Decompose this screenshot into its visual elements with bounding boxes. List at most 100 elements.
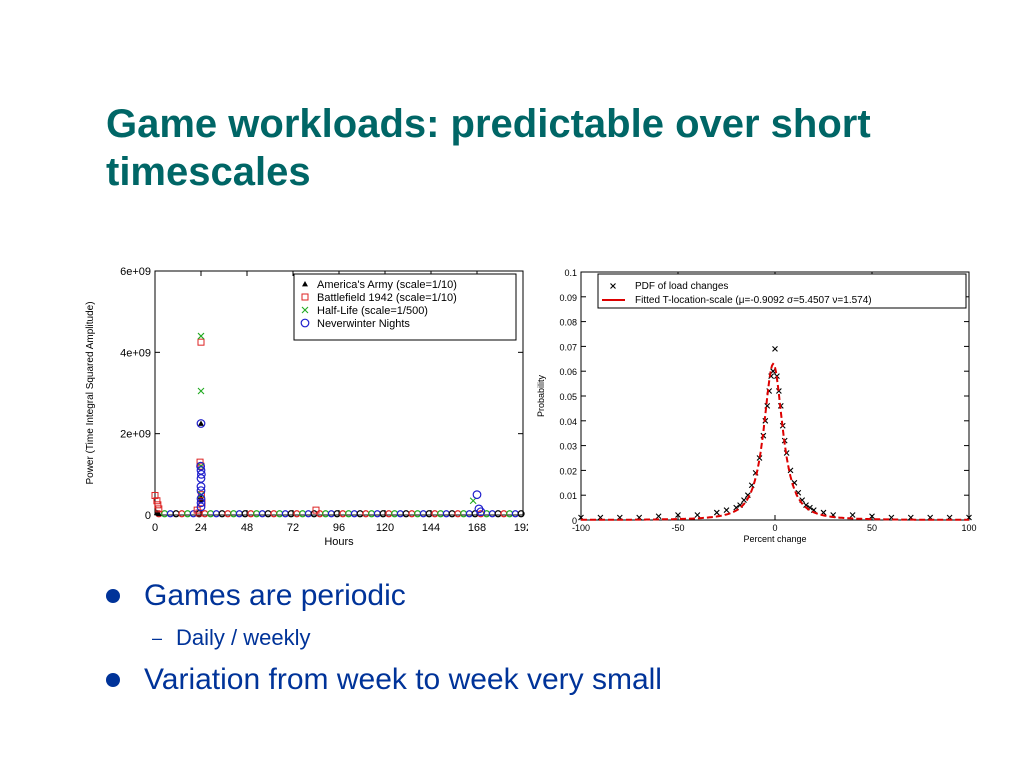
legend-label: Neverwinter Nights — [317, 318, 410, 330]
data-point — [153, 497, 161, 505]
y-tick-label: 4e+09 — [120, 347, 151, 359]
data-point — [196, 502, 206, 512]
data-point — [178, 510, 186, 518]
y-tick-label: 6e+09 — [120, 266, 151, 278]
data-point — [476, 507, 486, 517]
data-point — [327, 510, 335, 518]
data-point — [281, 510, 289, 518]
y-tick-label: 0 — [572, 516, 577, 526]
fit-curve — [581, 362, 969, 521]
pdf-line-svg: -100 -50 0 50 100 0 0.01 0.02 0.03 0.04 0.05 0.06 0.… — [536, 268, 977, 544]
x-tick-label: 24 — [195, 522, 207, 534]
data-point — [442, 510, 450, 518]
y-tick-label: 0.03 — [559, 442, 577, 452]
data-point — [362, 510, 370, 518]
x-tick-label: 192 — [514, 522, 528, 534]
data-point — [197, 332, 205, 340]
data-point — [772, 345, 778, 352]
y-tick-label: 0.06 — [559, 367, 577, 377]
bullet-list: Games are periodic – Daily / weekly Vari… — [104, 576, 964, 704]
data-point — [413, 510, 422, 518]
bullet-item: Variation from week to week very small — [104, 660, 964, 704]
data-point — [198, 420, 204, 426]
data-point — [302, 281, 308, 287]
data-point — [321, 510, 330, 518]
y-tick-label: 0.07 — [559, 342, 577, 352]
data-point — [469, 497, 477, 505]
data-point — [293, 510, 301, 518]
data-point — [472, 490, 482, 500]
data-point — [869, 513, 875, 520]
x-tick-label: 50 — [867, 523, 877, 533]
y-tick-label: 2e+09 — [120, 429, 151, 441]
data-point — [155, 505, 163, 513]
legend-label: PDF of load changes — [635, 281, 728, 292]
data-point — [258, 510, 266, 518]
x-axis-label: Hours — [324, 536, 354, 548]
data-point — [505, 510, 514, 518]
data-point — [367, 510, 376, 518]
data-point — [741, 497, 747, 504]
bullet-dot-icon — [106, 589, 120, 603]
bullet-dot-icon — [106, 673, 120, 687]
x-tick-label: 0 — [152, 522, 158, 534]
data-point — [431, 510, 439, 518]
data-point — [775, 388, 782, 394]
data-point — [723, 507, 730, 513]
power-scatter-svg: 0 24 48 72 96 120 144 168 192 0 2e+09 4e+09 6e+09 Hou… — [85, 266, 532, 548]
data-point — [310, 510, 318, 518]
data-point — [465, 510, 473, 518]
y-tick-label: 0.1 — [564, 268, 577, 278]
sub-bullet-text: Daily / weekly — [176, 625, 311, 650]
dash-icon: – — [152, 628, 163, 648]
data-point — [500, 510, 508, 518]
data-point — [454, 510, 462, 518]
data-point — [247, 510, 255, 518]
data-point — [356, 510, 364, 518]
data-point — [300, 318, 310, 328]
data-point — [373, 510, 381, 518]
x-axis-label: Percent change — [743, 534, 806, 544]
legend-label: America's Army (scale=1/10) — [317, 279, 457, 291]
x-tick-label: 0 — [772, 523, 777, 533]
data-point — [436, 510, 445, 518]
slide-title: Game workloads: predictable over short t… — [106, 102, 871, 194]
data-point — [408, 510, 416, 518]
y-tick-label: 0.02 — [559, 466, 577, 476]
data-point — [344, 510, 353, 518]
data-point — [675, 512, 681, 518]
data-point — [196, 498, 206, 508]
data-point — [212, 510, 220, 518]
legend-label: Fitted T-location-scale (μ=-0.9092 σ=5.4… — [635, 295, 872, 306]
data-point — [694, 512, 701, 518]
data-point — [224, 510, 232, 518]
data-point — [218, 510, 226, 518]
data-point — [197, 387, 205, 395]
data-point — [459, 510, 468, 518]
y-tick-label: 0.01 — [559, 491, 577, 501]
data-point — [151, 491, 159, 499]
data-point — [301, 293, 309, 301]
data-point — [655, 513, 662, 520]
data-point — [298, 510, 307, 518]
y-tick-label: 0.08 — [559, 318, 577, 328]
data-point — [275, 510, 284, 518]
power-vs-hours-chart: 0 24 48 72 96 120 144 168 192 0 2e+09 4e+09 6e+09 Hou… — [80, 262, 532, 550]
data-point — [154, 501, 162, 509]
data-point — [270, 510, 278, 518]
legend-box — [293, 273, 517, 341]
data-point — [264, 510, 272, 518]
data-point — [304, 510, 312, 518]
load-change-pdf-chart: -100 -50 0 50 100 0 0.01 0.02 0.03 0.04 0.05 0.06 0.… — [532, 262, 988, 550]
data-point — [235, 510, 243, 518]
x-tick-label: 72 — [287, 522, 299, 534]
data-point — [448, 510, 456, 518]
data-point — [494, 510, 502, 518]
data-point — [160, 510, 169, 518]
y-axis-label: Power (Time Integral Squared Amplitude) — [85, 301, 96, 484]
legend-label: Battlefield 1942 (scale=1/10) — [317, 292, 457, 304]
data-point — [385, 510, 393, 518]
data-point — [339, 510, 347, 518]
data-point — [312, 506, 320, 514]
data-point — [390, 510, 399, 518]
